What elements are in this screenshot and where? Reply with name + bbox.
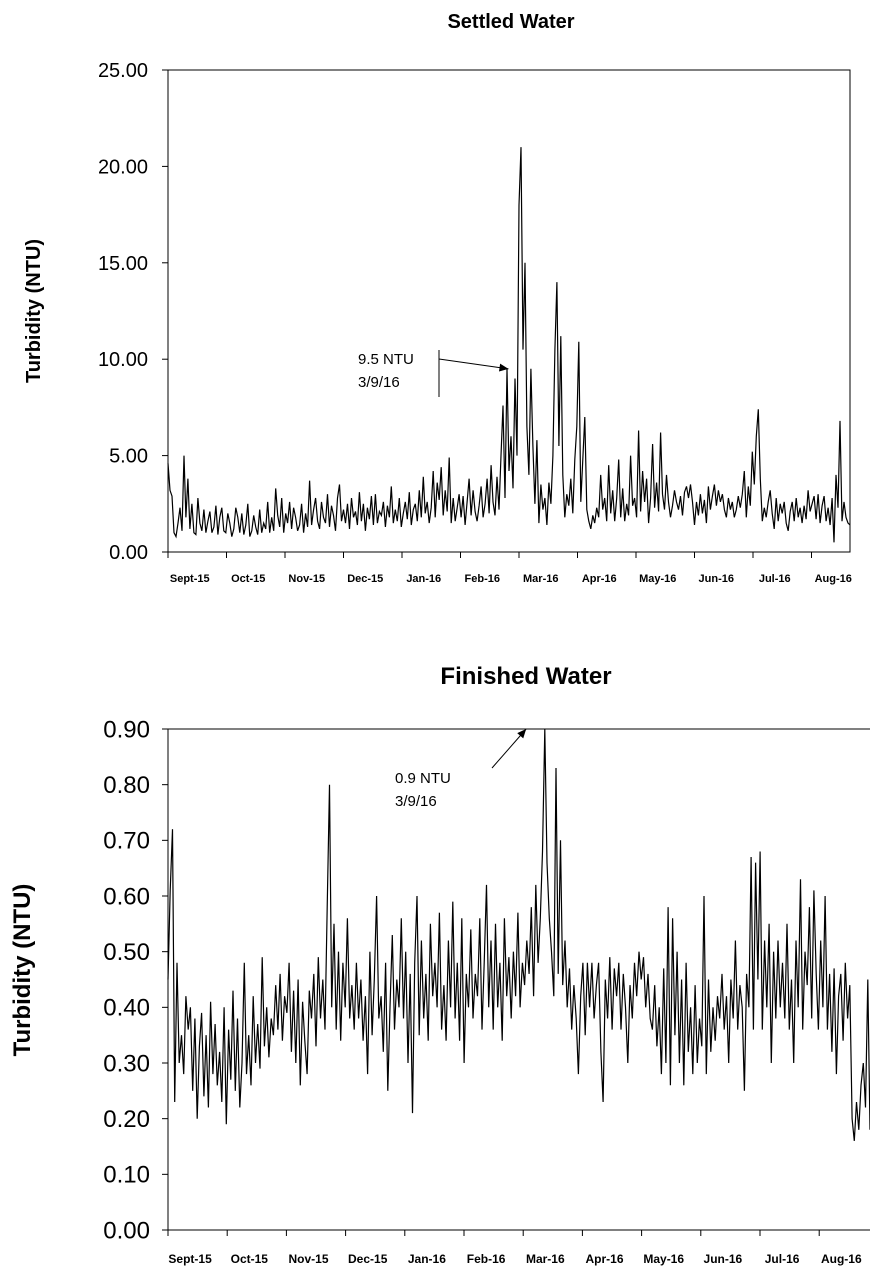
y-tick-label: 0.90	[103, 716, 150, 743]
annotation: 0.9 NTU 3/9/16	[395, 728, 527, 810]
y-tick-label: 0.00	[103, 1217, 150, 1244]
settled-water-chart: Settled Water Turbidity (NTU) 0.00 5.00 10…	[23, 11, 852, 585]
y-tick-label: 0.40	[103, 995, 150, 1022]
y-tick-label: 0.10	[103, 1162, 150, 1189]
x-axis-ticks: Sept-15 Oct-15 Nov-15 Dec-15 Jan-16 Feb-16 Mar…	[167, 1230, 862, 1266]
x-tick-label: Nov-15	[288, 573, 325, 585]
y-tick-label: 25.00	[98, 60, 148, 82]
y-tick-label: 20.00	[98, 156, 148, 178]
x-tick-label: Jan-16	[406, 573, 441, 585]
plot-area	[167, 69, 851, 553]
x-tick-label: Nov-15	[288, 1252, 328, 1266]
finished-water-chart: Finished Water Turbidity (NTU) 0.000.100…	[9, 663, 870, 1266]
x-tick-label: Feb-16	[467, 1252, 506, 1266]
annotation-value: 0.9 NTU	[395, 770, 451, 787]
y-tick-label: 0.50	[103, 939, 150, 966]
x-tick-label: Feb-16	[465, 573, 500, 585]
y-axis-label: Turbidity (NTU)	[23, 239, 45, 383]
y-tick-label: 5.00	[109, 446, 148, 468]
x-tick-label: Jun-16	[704, 1252, 743, 1266]
series-line	[167, 147, 851, 543]
x-tick-label: Aug-16	[821, 1252, 862, 1266]
y-axis-ticks: 0.00 0.10 0.20 0.30 0.40 0.50 0.60 0.70 0.80 0.90	[103, 716, 168, 1244]
x-tick-label: Oct-15	[231, 1252, 269, 1266]
series-line	[167, 728, 870, 1141]
x-tick-label: Dec-15	[348, 1252, 388, 1266]
chart-title: Settled Water	[447, 11, 574, 33]
y-tick-label: 0.70	[103, 828, 150, 855]
x-tick-label: Sept-15	[168, 1252, 212, 1266]
y-tick-label: 0.00	[109, 542, 148, 564]
x-tick-label: Jun-16	[699, 573, 734, 585]
x-tick-label: May-16	[643, 1252, 684, 1266]
annotation-date: 3/9/16	[395, 793, 437, 810]
annotation: 9.5 NTU 3/9/16	[358, 350, 509, 397]
x-tick-label: Mar-16	[526, 1252, 565, 1266]
x-tick-label: Apr-16	[585, 1252, 623, 1266]
x-tick-label: Aug-16	[815, 573, 852, 585]
x-tick-label: Jan-16	[408, 1252, 446, 1266]
y-tick-label: 0.60	[103, 883, 150, 910]
y-axis-ticks: 0.00 5.00 10.00 15.00 20.00 25.00	[98, 60, 168, 564]
x-tick-label: Mar-16	[523, 573, 558, 585]
y-tick-label: 0.20	[103, 1106, 150, 1133]
annotation-arrow	[438, 358, 509, 370]
y-tick-label: 10.00	[98, 349, 148, 371]
x-tick-label: May-16	[639, 573, 676, 585]
x-tick-label: Sept-15	[170, 573, 210, 585]
x-tick-label: Apr-16	[582, 573, 617, 585]
x-tick-label: Jul-16	[765, 1252, 800, 1266]
y-tick-label: 0.80	[103, 772, 150, 799]
x-tick-label: Jul-16	[759, 573, 791, 585]
y-tick-label: 15.00	[98, 253, 148, 275]
chart-title: Finished Water	[440, 663, 611, 690]
x-tick-label: Oct-15	[231, 573, 265, 585]
x-axis-ticks: Sept-15 Oct-15 Nov-15 Dec-15 Jan-16 Feb-16 Mar…	[167, 552, 852, 585]
annotation-date: 3/9/16	[358, 374, 400, 391]
annotation-value: 9.5 NTU	[358, 351, 414, 368]
arrowhead	[498, 363, 509, 372]
y-axis-label: Turbidity (NTU)	[9, 884, 36, 1057]
y-tick-label: 0.30	[103, 1050, 150, 1077]
arrowhead	[517, 729, 527, 739]
x-tick-label: Dec-15	[347, 573, 383, 585]
